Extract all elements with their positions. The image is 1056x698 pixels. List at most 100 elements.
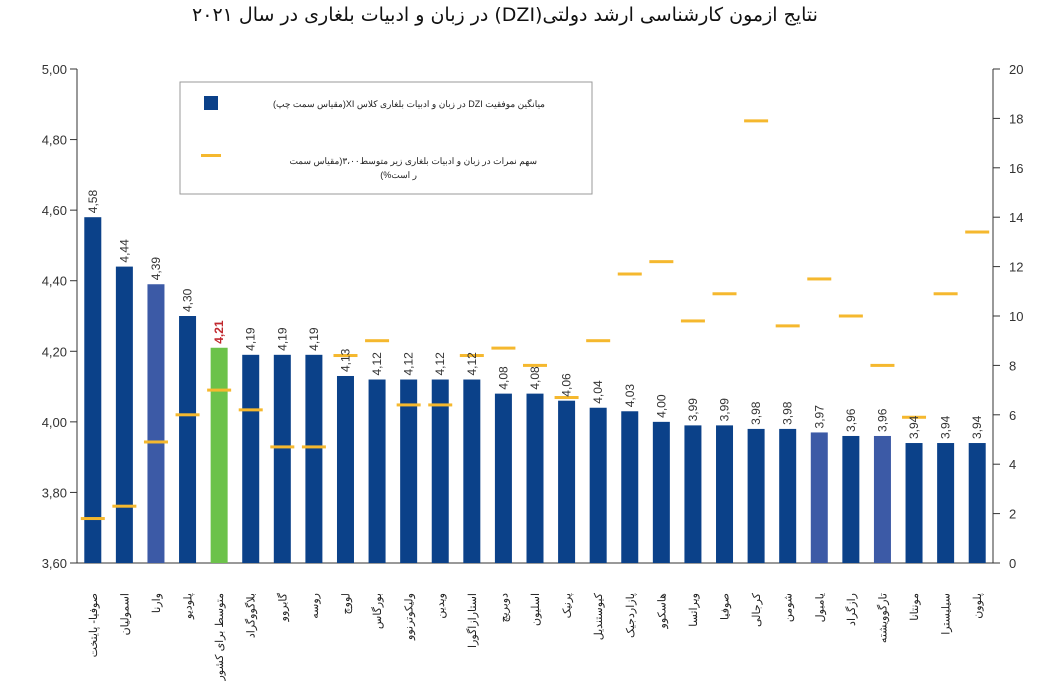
share-marker bbox=[523, 363, 547, 367]
category-label: هاسکوو bbox=[656, 593, 668, 630]
category-label: لووچ bbox=[340, 593, 352, 614]
category-label: صوفیا- پایتخت bbox=[88, 593, 100, 657]
bar-value-label: 3,96 bbox=[844, 408, 858, 432]
share-marker bbox=[870, 363, 895, 367]
bar-value-label: 4,44 bbox=[117, 239, 131, 263]
share-marker bbox=[838, 314, 863, 318]
category-label: مونتانا bbox=[909, 593, 921, 621]
share-marker bbox=[301, 445, 326, 449]
bar bbox=[210, 347, 228, 563]
bar bbox=[779, 428, 797, 563]
bar-value-label: 3,94 bbox=[907, 415, 921, 439]
share-marker bbox=[333, 354, 358, 358]
bar-value-label: 3,98 bbox=[781, 401, 795, 425]
bar bbox=[336, 375, 354, 563]
left-tick-label: 4,00 bbox=[42, 415, 67, 430]
bar bbox=[368, 379, 386, 563]
category-label: اسلیون bbox=[530, 593, 542, 626]
left-tick-label: 3,80 bbox=[42, 485, 67, 500]
bar-value-label: 4,13 bbox=[338, 348, 352, 372]
category-label: ولیکوترنوو bbox=[404, 593, 416, 641]
category-label: رازگراد bbox=[845, 593, 858, 626]
share-marker bbox=[143, 440, 168, 444]
share-marker bbox=[112, 504, 137, 508]
category-label: بورگاس bbox=[371, 593, 384, 629]
right-tick-label: 2 bbox=[1009, 507, 1016, 522]
right-tick-label: 16 bbox=[1009, 161, 1023, 176]
bar bbox=[589, 407, 607, 563]
bar-value-label: 4,12 bbox=[370, 352, 384, 376]
category-label: وارنا bbox=[151, 593, 163, 613]
bar-value-label: 3,99 bbox=[718, 398, 732, 422]
category-label: استارازاگورا bbox=[466, 593, 479, 648]
legend-item-marker: سهم نمرات در زبان و ادبیات بلغاری زیر مت… bbox=[289, 156, 537, 167]
bar-value-label: 4,08 bbox=[528, 366, 542, 390]
bar bbox=[494, 393, 512, 563]
left-tick-label: 4,40 bbox=[42, 274, 67, 289]
value-labels-group: 4,58 4,44 4,39 4,30 4,21 4,19 4,19 4,19 4,13 4,12… bbox=[86, 190, 984, 440]
category-label: روسه bbox=[309, 593, 321, 619]
share-marker bbox=[649, 260, 674, 264]
legend-swatch-bar bbox=[204, 96, 218, 110]
bar-value-label: 4,21 bbox=[212, 320, 226, 344]
category-label: پازاردجیک bbox=[625, 593, 637, 638]
left-tick-label: 5,00 bbox=[42, 62, 67, 77]
right-tick-label: 6 bbox=[1009, 408, 1016, 423]
bar-value-label: 4,58 bbox=[86, 190, 100, 214]
share-marker bbox=[965, 230, 990, 234]
legend: میانگین موفقیت DZI در زبان و ادبیات بلغا… bbox=[179, 81, 593, 195]
right-tick-label: 12 bbox=[1009, 260, 1023, 275]
share-marker bbox=[902, 415, 927, 419]
bar bbox=[84, 217, 102, 563]
right-tick-label: 4 bbox=[1009, 457, 1016, 472]
bar-value-label: 4,19 bbox=[275, 327, 289, 351]
bar-value-label: 4,06 bbox=[560, 373, 574, 397]
bar bbox=[968, 443, 986, 563]
bar bbox=[179, 316, 197, 563]
share-marker bbox=[491, 346, 516, 350]
category-label: اسمولیان bbox=[119, 593, 131, 635]
share-marker bbox=[270, 445, 295, 449]
category-label: ویدین bbox=[435, 593, 447, 619]
legend-box bbox=[179, 81, 593, 195]
bar bbox=[115, 266, 133, 563]
left-tick-label: 4,80 bbox=[42, 133, 67, 148]
right-tick-label: 8 bbox=[1009, 358, 1016, 373]
chart-title: نتایج ازمون کارشناسی ارشد دولتی(DZI) در … bbox=[192, 4, 818, 26]
bar bbox=[716, 425, 734, 563]
right-tick-label: 10 bbox=[1009, 309, 1023, 324]
bar bbox=[305, 354, 323, 563]
left-tick-label: 4,60 bbox=[42, 203, 67, 218]
bar bbox=[621, 411, 639, 563]
legend-item-marker-line2: ر است%) bbox=[380, 170, 417, 181]
category-label: صوفیا bbox=[720, 593, 732, 620]
share-marker bbox=[459, 354, 484, 358]
bar-value-label: 4,30 bbox=[181, 288, 195, 312]
bar bbox=[747, 428, 765, 563]
bar bbox=[558, 400, 576, 563]
share-marker bbox=[428, 403, 453, 407]
share-marker bbox=[586, 339, 611, 343]
bar bbox=[463, 379, 481, 563]
share-marker bbox=[933, 292, 958, 296]
category-label: گابروو bbox=[276, 592, 289, 622]
share-marker bbox=[554, 396, 579, 400]
bar-value-label: 3,94 bbox=[939, 415, 953, 439]
bar-value-label: 4,03 bbox=[623, 384, 637, 408]
legend-swatch-marker bbox=[201, 154, 221, 157]
bar bbox=[526, 393, 544, 563]
bar-value-label: 4,04 bbox=[591, 380, 605, 404]
right-tick-label: 18 bbox=[1009, 111, 1023, 126]
share-marker bbox=[365, 339, 390, 343]
bar-value-label: 3,99 bbox=[686, 398, 700, 422]
bar bbox=[652, 421, 670, 563]
bar-value-label: 4,12 bbox=[433, 352, 447, 376]
bar bbox=[273, 354, 291, 563]
bar-value-label: 4,12 bbox=[402, 352, 416, 376]
share-marker bbox=[175, 413, 200, 417]
share-marker bbox=[207, 388, 232, 392]
category-label: دوبریچ bbox=[498, 593, 510, 623]
bar-value-label: 4,08 bbox=[496, 366, 510, 390]
category-label: تارگوویشته bbox=[876, 593, 889, 643]
